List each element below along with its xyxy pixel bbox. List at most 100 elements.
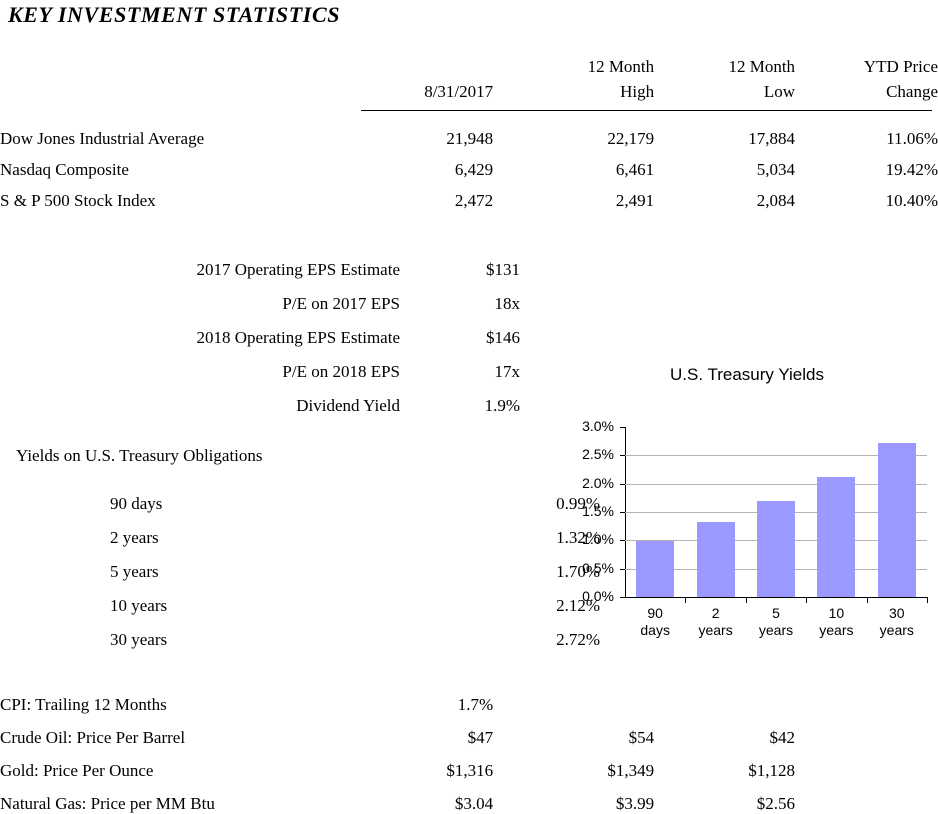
commodity-row-label: Gold: Price Per Ounce <box>0 761 154 780</box>
commodity-row-high: $3.99 <box>615 794 655 813</box>
index-row-label: S & P 500 Stock Index <box>0 191 156 210</box>
commodity-row-value: 1.7% <box>457 695 494 714</box>
eps-row-label: Dividend Yield <box>296 396 400 415</box>
page-title: KEY INVESTMENT STATISTICS <box>8 2 341 27</box>
chart-y-tick-label: 0.0% <box>582 588 614 604</box>
index-row-label: Nasdaq Composite <box>0 160 129 179</box>
table-row: Nasdaq Composite 6,429 6,461 5,034 19.42… <box>0 149 938 180</box>
chart-x-tick-mark <box>927 597 928 603</box>
table-row: CPI: Trailing 12 Months 1.7% <box>0 682 938 715</box>
index-row-value: 21,948 <box>446 129 494 148</box>
chart-plot-area: 3.0% 2.5% 2.0% 1.5% 1.0% 0.5% 0.0% 90 days 2 year… <box>582 419 928 638</box>
treasury-yields-block: 90 days 0.99% 2 years 1.32% 5 years 1.70… <box>0 480 938 650</box>
index-row-low: 17,884 <box>748 129 796 148</box>
table-row: 90 days 0.99% <box>0 480 938 514</box>
treasury-row-label: 5 years <box>110 562 159 581</box>
table-row: 10 years 2.12% <box>0 582 938 616</box>
commodity-row-value: $1,316 <box>446 761 494 780</box>
commodity-row-pad4 <box>795 682 938 715</box>
treasury-row-value: 0.99% <box>556 494 600 513</box>
index-row-high: 22,179 <box>607 129 655 148</box>
index-row-high: 2,491 <box>615 191 655 210</box>
commodity-row-high: $1,349 <box>607 761 655 780</box>
treasury-row-value: 1.32% <box>556 528 600 547</box>
header-col3-line2: Low <box>763 82 796 101</box>
chart-y-tick-label: 0.5% <box>582 559 614 576</box>
treasury-row-value: 2.12% <box>556 596 600 615</box>
chart-gridline <box>625 483 927 485</box>
chart-x-tick-mark <box>866 597 868 603</box>
chart-x-tick-mark <box>685 597 687 603</box>
index-row-value: 6,429 <box>454 160 494 179</box>
header-col3-line1: 12 Month <box>728 57 796 76</box>
index-row-value: 2,472 <box>454 191 494 210</box>
chart-x-category-label: 90 days <box>640 605 670 638</box>
table-row: 5 years 1.70% <box>0 548 938 582</box>
chart-y-tick-mark <box>620 455 625 457</box>
eps-row-pad2 <box>520 246 680 280</box>
chart-y-tick-mark <box>620 597 625 598</box>
eps-row-value: $131 <box>486 260 520 279</box>
header-col1-line1 <box>403 52 494 77</box>
chart-x-tick-mark <box>806 597 808 603</box>
treasury-row-value: 2.72% <box>556 630 600 649</box>
header-label-spacer <box>0 52 403 77</box>
treasury-yields-bar-chart: U.S. Treasury Yields 3.0% 2.5% 2.0% 1.5% 1.0… <box>556 365 938 660</box>
chart-y-tick-label: 2.5% <box>582 446 614 463</box>
chart-y-tick-mark <box>620 568 625 570</box>
table-row: 30 years 2.72% <box>0 616 938 650</box>
treasury-section-heading: Yields on U.S. Treasury Obligations <box>16 446 263 465</box>
table-row: Dividend Yield 1.9% <box>0 382 938 416</box>
index-row-ytd: 19.42% <box>885 160 938 179</box>
chart-y-tick-label: 3.0% <box>582 418 614 434</box>
eps-row-value: 18x <box>494 294 521 313</box>
eps-row-label: 2017 Operating EPS Estimate <box>196 260 400 279</box>
table-row: Natural Gas: Price per MM Btu $3.04 $3.9… <box>0 781 938 814</box>
index-table-header: 12 Month 12 Month YTD Price 8/31/2017 Hi… <box>0 52 938 102</box>
treasury-row-label: 90 days <box>110 494 163 513</box>
commodity-row-label: Natural Gas: Price per MM Btu <box>0 794 215 813</box>
eps-row-value: $146 <box>486 328 520 347</box>
chart-x-axis <box>625 597 927 598</box>
index-row-ytd: 10.40% <box>885 191 938 210</box>
eps-row-pad4 <box>820 280 938 314</box>
chart-x-category-label: 2 years <box>698 605 733 638</box>
header-label-spacer-2 <box>0 77 403 102</box>
header-divider-rule <box>361 110 932 111</box>
table-row: Dow Jones Industrial Average 21,948 22,1… <box>0 118 938 149</box>
table-row: Gold: Price Per Ounce $1,316 $1,349 $1,1… <box>0 748 938 781</box>
commodity-row-low: $1,128 <box>748 761 796 780</box>
eps-row-pad2 <box>520 314 680 348</box>
chart-x-category-label: 5 years <box>758 605 794 638</box>
header-col2-line2: High <box>620 82 655 101</box>
table-row: 2018 Operating EPS Estimate $146 <box>0 314 938 348</box>
commodity-row-value: $47 <box>467 728 494 747</box>
eps-row-pad3 <box>680 246 820 280</box>
treasury-row-label: 30 years <box>110 630 168 649</box>
commodity-row-pad4 <box>795 781 938 814</box>
chart-y-tick-label: 2.0% <box>582 474 614 491</box>
commodity-row-label: CPI: Trailing 12 Months <box>0 695 167 714</box>
chart-bar <box>817 476 856 597</box>
chart-bar <box>877 442 916 597</box>
chart-y-tick-mark <box>620 483 625 485</box>
table-row: 2 years 1.32% <box>0 514 938 548</box>
commodity-row-low: $2.56 <box>756 794 796 813</box>
chart-title: U.S. Treasury Yields <box>669 365 824 384</box>
chart-x-category-label: 30 years <box>879 605 914 638</box>
header-col1-line2: 8/31/2017 <box>424 82 494 101</box>
index-table-body: Dow Jones Industrial Average 21,948 22,1… <box>0 118 938 211</box>
header-col4-line1: YTD Price <box>863 57 938 76</box>
commodities-block: CPI: Trailing 12 Months 1.7% Crude Oil: … <box>0 682 938 814</box>
index-row-low: 2,084 <box>756 191 796 210</box>
eps-row-pad4 <box>820 314 938 348</box>
commodity-row-high: $54 <box>628 728 655 747</box>
eps-row-pad3 <box>680 280 820 314</box>
header-col2-line1: 12 Month <box>587 57 655 76</box>
treasury-row-value: 1.70% <box>556 562 600 581</box>
table-row: P/E on 2017 EPS 18x <box>0 280 938 314</box>
table-row: 2017 Operating EPS Estimate $131 <box>0 246 938 280</box>
commodity-row-low: $42 <box>769 728 796 747</box>
header-col4-line2: Change <box>886 82 938 101</box>
commodity-row-pad4 <box>795 748 938 781</box>
